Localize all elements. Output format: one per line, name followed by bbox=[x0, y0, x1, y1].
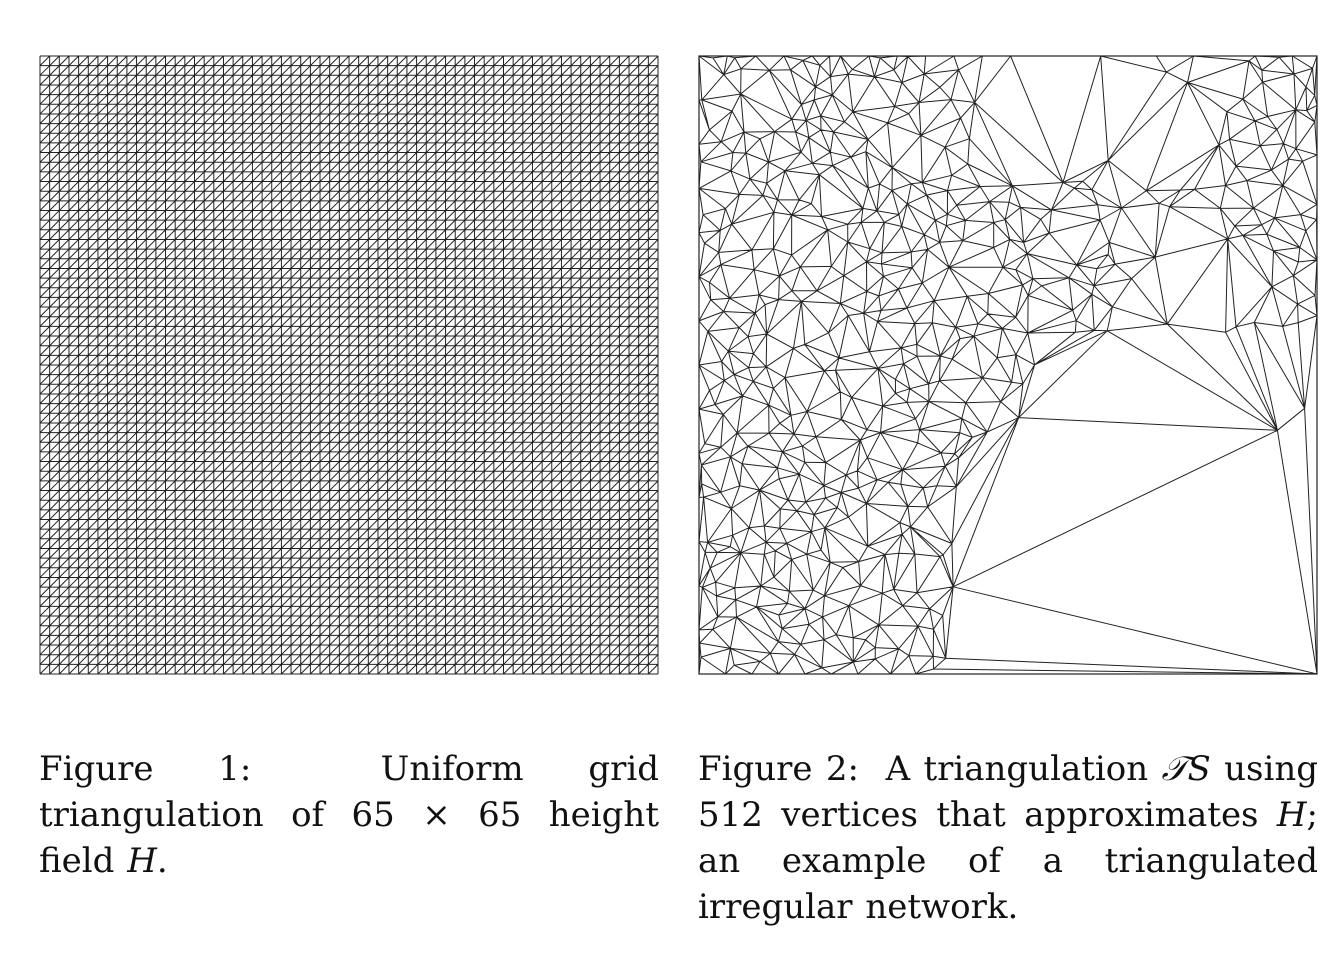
figure-2-caption-text-1: A triangulation bbox=[885, 749, 1149, 789]
figure-2-caption-text-2: using 512 vertices that approximates bbox=[698, 749, 1319, 835]
figure-1-caption-math: H bbox=[127, 841, 157, 881]
figure-1-caption: Figure 1: Uniform grid triangulation of … bbox=[39, 746, 659, 884]
figure-2-caption: Figure 2: A triangulation 𝒯S using 512 v… bbox=[698, 746, 1318, 930]
figure-1-caption-end: . bbox=[156, 841, 168, 881]
grid-mesh bbox=[39, 55, 659, 675]
irregular-triangulation bbox=[698, 55, 1318, 675]
tin-mesh bbox=[698, 55, 1318, 675]
figure-1-caption-text: Uniform grid triangulation of 65 × 65 he… bbox=[39, 749, 659, 881]
figure-2-caption-text-3: ; an example of a triangulated irregular… bbox=[698, 795, 1318, 927]
tin-frame bbox=[698, 55, 1318, 675]
figure-2-caption-math-2: H bbox=[1276, 795, 1307, 835]
figure-1-label: Figure 1: bbox=[39, 749, 252, 789]
uniform-grid-triangulation bbox=[39, 55, 659, 675]
figure-2-caption-math-1: 𝒯S bbox=[1161, 749, 1211, 789]
figure-2-label: Figure 2: bbox=[698, 749, 859, 789]
